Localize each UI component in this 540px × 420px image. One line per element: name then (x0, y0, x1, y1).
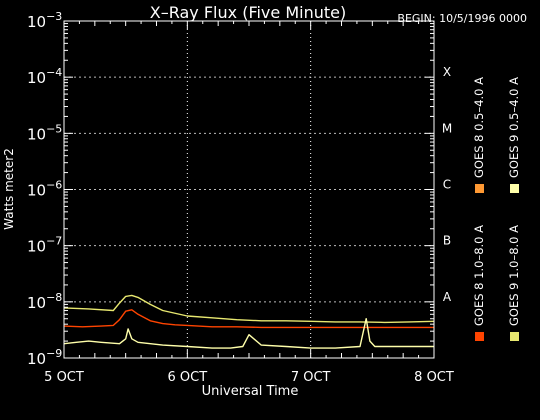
flare-class-label-C: C (443, 177, 451, 191)
grid-lines (64, 21, 434, 358)
chart-title: X–Ray Flux (Five Minute) (150, 3, 346, 22)
series-line-1 (63, 294, 435, 324)
series-line-0 (63, 309, 434, 329)
flare-class-label-A: A (443, 290, 452, 304)
series-layer (63, 294, 435, 349)
legend: GOES 8 1.0–8.0 A GOES 8 0.5–4.0 A GOES 9 1… (472, 77, 521, 341)
flare-class-label-X: X (443, 65, 451, 79)
legend-label-0: GOES 8 1.0–8.0 A (472, 225, 486, 326)
y-tick-label-exp-4: −5 (46, 122, 62, 135)
flare-class-label-M: M (442, 121, 452, 135)
y-tick-label-3: 10−6 (27, 179, 62, 200)
x-tick-label-3: 8 OCT (414, 370, 454, 385)
y-axis-label: Watts meter2 (2, 148, 16, 230)
y-tick-label-exp-3: −6 (46, 179, 62, 192)
legend-label-1: GOES 8 0.5–4.0 A (472, 77, 486, 178)
axes: 10−9 10−8 10−7 10−6 10−5 10−4 10−3 5 OCT 6 OCT 7 … (27, 10, 454, 385)
legend-swatch-1 (475, 184, 484, 193)
x-tick-label-2: 7 OCT (291, 370, 331, 385)
y-tick-label-1: 10−8 (27, 291, 62, 312)
legend-swatch-0 (475, 332, 484, 341)
legend-swatch-2 (510, 332, 519, 341)
x-tick-label-0: 5 OCT (44, 370, 84, 385)
y-tick-label-5: 10−4 (27, 66, 62, 87)
flare-class-label-B: B (443, 234, 451, 248)
y-tick-label-exp-5: −4 (46, 66, 62, 79)
y-tick-label-2: 10−7 (27, 235, 62, 256)
y-tick-label-4: 10−5 (27, 122, 62, 143)
begin-date-label: BEGIN: 10/5/1996 0000 (397, 12, 527, 25)
x-axis-label: Universal Time (202, 384, 299, 399)
y-tick-label-exp-6: −3 (46, 10, 62, 23)
legend-label-2: GOES 9 1.0–8.0 A (507, 225, 521, 326)
legend-label-3: GOES 9 0.5–4.0 A (507, 77, 521, 178)
y-tick-label-exp-2: −7 (46, 235, 62, 248)
legend-swatch-3 (510, 184, 519, 193)
y-tick-label-6: 10−3 (27, 10, 62, 31)
y-tick-label-exp-0: −9 (46, 347, 62, 360)
y-tick-label-exp-1: −8 (46, 291, 62, 304)
x-tick-label-1: 6 OCT (168, 370, 208, 385)
series-line-2 (63, 318, 434, 349)
y-tick-label-0: 10−9 (27, 347, 62, 368)
